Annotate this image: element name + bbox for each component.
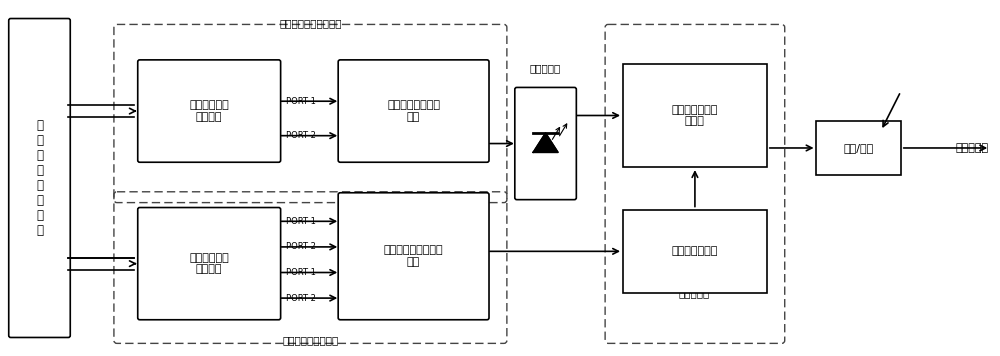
FancyBboxPatch shape [9, 19, 70, 337]
Text: PORT 2: PORT 2 [286, 294, 315, 303]
FancyBboxPatch shape [138, 60, 281, 162]
FancyBboxPatch shape [338, 193, 489, 320]
FancyBboxPatch shape [138, 208, 281, 320]
Text: 光衰/减器: 光衰/减器 [844, 143, 874, 153]
Text: 相位调制偏振旋
转光路: 相位调制偏振旋 转光路 [672, 105, 718, 126]
Text: PORT 2: PORT 2 [286, 242, 315, 251]
Text: 量子态输出: 量子态输出 [955, 143, 989, 153]
Text: 高速相位调制偏
振旋转模块: 高速相位调制偏 振旋转模块 [673, 277, 716, 298]
Text: 高速真随机数
拓展模块: 高速真随机数 拓展模块 [189, 253, 229, 274]
FancyBboxPatch shape [623, 64, 767, 167]
FancyBboxPatch shape [816, 121, 901, 175]
FancyBboxPatch shape [338, 60, 489, 162]
FancyBboxPatch shape [623, 209, 767, 293]
Text: PORT 1: PORT 1 [286, 97, 315, 106]
Polygon shape [533, 133, 558, 152]
Text: PORT 1: PORT 1 [286, 268, 315, 277]
Text: 高速真随机数
拓展模块: 高速真随机数 拓展模块 [189, 100, 229, 122]
FancyBboxPatch shape [515, 88, 576, 200]
Text: 诱骗态光脉冲驱动模块: 诱骗态光脉冲驱动模块 [279, 19, 342, 28]
Text: 四态随机电脉冲产生
模块: 四态随机电脉冲产生 模块 [384, 245, 443, 267]
Text: 高
速
逻
辑
控
制
芯
片: 高 速 逻 辑 控 制 芯 片 [36, 119, 43, 237]
Text: 诱骗态电脉冲产生
模块: 诱骗态电脉冲产生 模块 [387, 100, 440, 122]
Text: PORT 1: PORT 1 [286, 217, 315, 226]
Text: PORT 2: PORT 2 [286, 131, 315, 140]
Text: 相位调制器驱动模块: 相位调制器驱动模块 [282, 335, 339, 345]
Text: 激光二极管: 激光二极管 [530, 64, 561, 74]
Text: 高速相位调制器: 高速相位调制器 [672, 246, 718, 256]
